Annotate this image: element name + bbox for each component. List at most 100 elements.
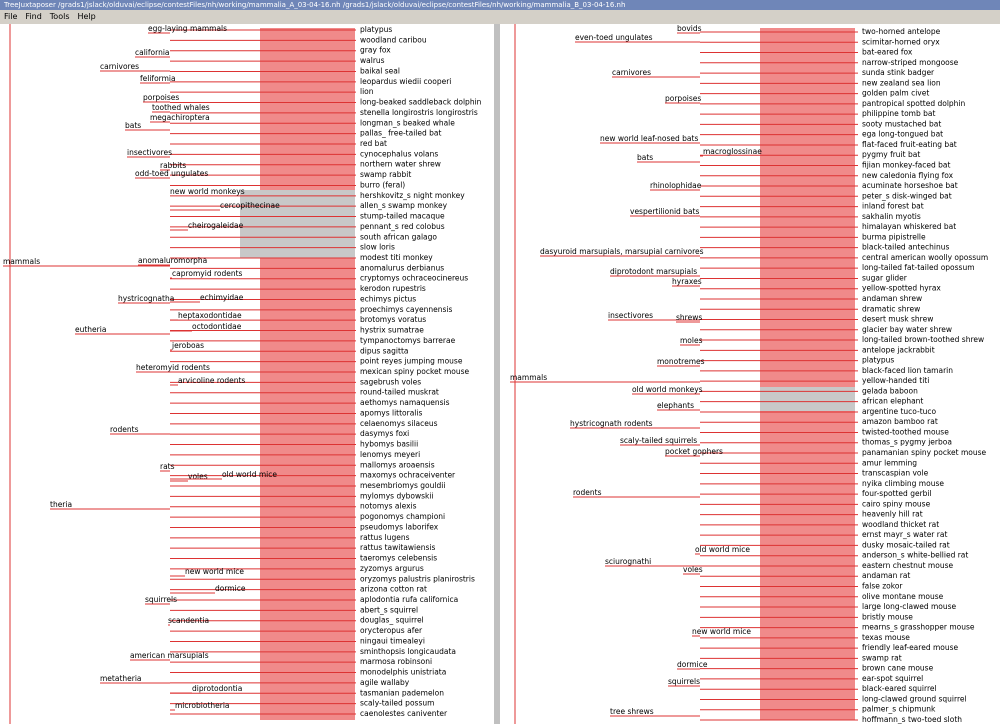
- leaf-label: yellow-handed titi: [862, 376, 929, 385]
- leaf-label: thomas_s pygmy jerboa: [862, 438, 952, 447]
- node-label: new world mice: [692, 627, 751, 636]
- leaf-label: himalayan whiskered bat: [862, 222, 956, 231]
- leaf-label: brown cane mouse: [862, 664, 934, 673]
- leaf-label: desert musk shrew: [862, 315, 933, 324]
- leaf-label: ningaui timealeyi: [360, 636, 425, 645]
- leaf-label: peter_s disk-winged bat: [862, 191, 952, 200]
- node-label: cheirogaleidae: [188, 221, 244, 230]
- highlight-band: [760, 28, 855, 720]
- leaf-label: andaman rat: [862, 571, 910, 580]
- node-label: bats: [125, 121, 141, 130]
- leaf-label: long-clawed ground squirrel: [862, 694, 967, 703]
- node-label: jeroboas: [171, 341, 204, 350]
- node-label: bats: [637, 153, 653, 162]
- leaf-label: panamanian spiny pocket mouse: [862, 448, 987, 457]
- leaf-label: dipus sagitta: [360, 346, 408, 355]
- menu-item[interactable]: Tools: [49, 12, 70, 21]
- leaf-label: burma pipistrelle: [862, 232, 926, 241]
- menu-item[interactable]: Find: [25, 12, 42, 21]
- leaf-label: abert_s squirrel: [360, 605, 418, 614]
- node-label: carnivores: [100, 62, 139, 71]
- node-label: theria: [50, 500, 72, 509]
- node-label: rodents: [110, 425, 139, 434]
- node-label: bovids: [677, 24, 702, 33]
- leaf-label: apomys littoralis: [360, 408, 422, 417]
- leaf-label: ear-spot squirrel: [862, 674, 923, 683]
- leaf-label: caenolestes caniventer: [360, 709, 448, 718]
- leaf-label: maxomys ochraceiventer: [360, 471, 456, 480]
- leaf-label: african elephant: [862, 397, 923, 406]
- menu-bar: File Find Tools Help: [0, 10, 1000, 24]
- leaf-label: point reyes jumping mouse: [360, 357, 463, 366]
- leaf-label: black-tailed antechinus: [862, 243, 949, 252]
- leaf-label: texas mouse: [862, 633, 910, 642]
- leaf-label: fijian monkey-faced bat: [862, 160, 950, 169]
- leaf-label: arizona cotton rat: [360, 585, 427, 594]
- divider[interactable]: [494, 24, 500, 724]
- leaf-label: stump-tailed macaque: [360, 212, 445, 221]
- leaf-label: mallomys aroaensis: [360, 460, 435, 469]
- node-label: monotremes: [657, 357, 705, 366]
- node-label: voles: [188, 472, 208, 481]
- leaf-label: lenomys meyeri: [360, 450, 420, 459]
- node-label: shrews: [676, 313, 702, 322]
- leaf-label: cairo spiny mouse: [862, 499, 931, 508]
- leaf-label: round-tailed muskrat: [360, 388, 439, 397]
- node-label: elephants: [657, 401, 694, 410]
- leaf-label: notomys alexis: [360, 502, 417, 511]
- menu-item[interactable]: Help: [77, 12, 96, 21]
- leaf-label: twisted-toothed mouse: [862, 427, 949, 436]
- node-label: heteromyid rodents: [136, 363, 210, 372]
- node-label: metatheria: [100, 674, 142, 683]
- leaf-label: large long-clawed mouse: [862, 602, 957, 611]
- leaf-label: golden palm civet: [862, 89, 929, 98]
- leaf-label: andaman shrew: [862, 294, 922, 303]
- title-bar: TreeJuxtaposer /grads1/jslack/olduvai/ec…: [0, 0, 1000, 10]
- leaf-label: sminthopsis longicaudata: [360, 647, 456, 656]
- leaf-label: sakhalin myotis: [862, 212, 921, 221]
- leaf-label: lion: [360, 87, 374, 96]
- node-label: feliformia: [140, 74, 176, 83]
- leaf-label: ega long-tongued bat: [862, 130, 943, 139]
- leaf-label: acuminate horseshoe bat: [862, 181, 958, 190]
- leaf-label: bat-eared fox: [862, 48, 913, 57]
- node-label: porpoises: [143, 93, 179, 102]
- node-label: anomaluromorpha: [138, 256, 207, 265]
- leaf-label: long-beaked saddleback dolphin: [360, 98, 482, 107]
- node-label: hyraxes: [672, 277, 702, 286]
- leaf-label: false zokor: [862, 582, 903, 591]
- menu-item[interactable]: File: [4, 12, 18, 21]
- leaf-label: flat-faced fruit-eating bat: [862, 140, 957, 149]
- leaf-label: pseudomys laborifex: [360, 522, 439, 531]
- node-label: hystricognath rodents: [570, 419, 653, 428]
- leaf-label: mexican spiny pocket mouse: [360, 367, 470, 376]
- node-label: old world mice: [222, 470, 277, 479]
- leaf-label: new zealand sea lion: [862, 78, 941, 87]
- leaf-label: dusky mosaic-tailed rat: [862, 540, 950, 549]
- node-label: diprotodontia: [192, 684, 242, 693]
- leaf-label: orycteropus afer: [360, 626, 423, 635]
- leaf-label: sunda stink badger: [862, 68, 935, 77]
- leaf-label: friendly leaf-eared mouse: [862, 643, 959, 652]
- node-label: rhinolophidae: [650, 181, 702, 190]
- node-label: eutheria: [75, 325, 106, 334]
- leaf-label: marmosa robinsoni: [360, 657, 432, 666]
- leaf-label: dramatic shrew: [862, 304, 920, 313]
- node-label: diprotodont marsupials: [610, 267, 697, 276]
- leaf-label: pallas_ free-tailed bat: [360, 129, 441, 138]
- leaf-label: cryptomys ochraceocinereus: [360, 274, 468, 283]
- leaf-label: pogonomys championi: [360, 512, 445, 521]
- node-label: old world monkeys: [632, 385, 703, 394]
- node-label: scaly-tailed squirrels: [620, 436, 697, 445]
- leaf-label: mearns_s grasshopper mouse: [862, 623, 975, 632]
- node-label: even-toed ungulates: [575, 33, 653, 42]
- leaf-label: dasymys foxi: [360, 429, 409, 438]
- highlight-band: [260, 28, 355, 720]
- node-label: octodontidae: [192, 322, 242, 331]
- node-label: tree shrews: [610, 707, 654, 716]
- leaf-label: amur lemming: [862, 458, 917, 467]
- leaf-label: anomalurus derbianus: [360, 263, 444, 272]
- node-label: new world mice: [185, 567, 244, 576]
- leaf-label: aplodontia rufa californica: [360, 595, 458, 604]
- leaf-label: mylomys dybowskii: [360, 491, 434, 500]
